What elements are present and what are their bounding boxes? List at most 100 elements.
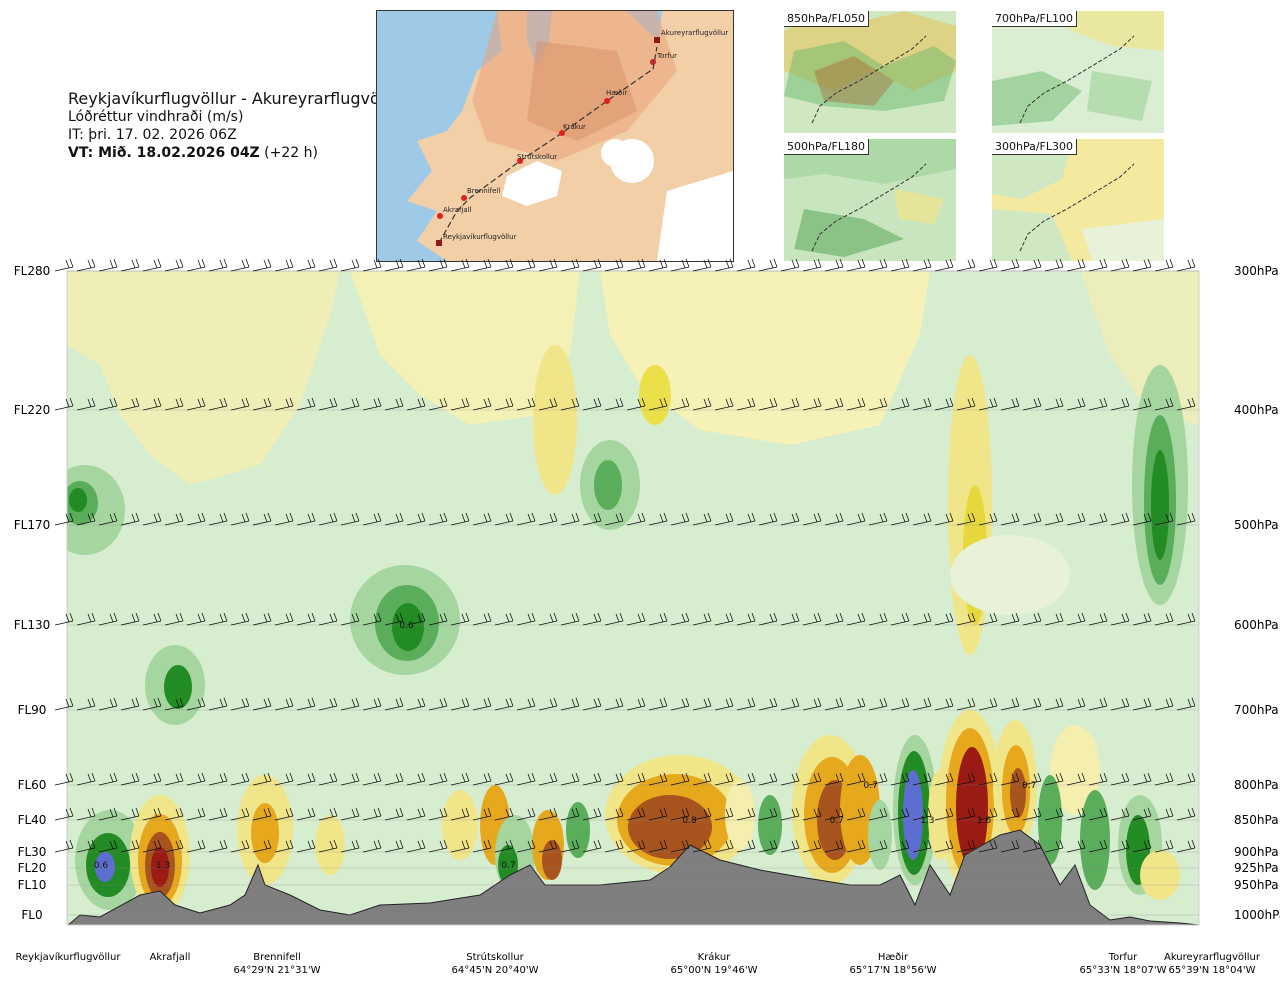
map-label-strutskollur: Strútskollur xyxy=(517,153,557,161)
wind-barb xyxy=(98,612,118,626)
wind-barb xyxy=(274,612,294,626)
wind-barb xyxy=(802,839,822,853)
wind-barb xyxy=(186,258,206,272)
wind-barb xyxy=(1154,258,1174,272)
wind-barb xyxy=(1022,772,1042,786)
map-label-akrafjall: Akrafjall xyxy=(443,206,472,214)
wind-barb xyxy=(54,807,74,821)
wind-barb xyxy=(1176,697,1196,711)
fl-tick-label: FL220 xyxy=(14,403,51,417)
thumbnail-700hpa[interactable]: 700hPa/FL100 xyxy=(992,11,1164,133)
wind-barb xyxy=(76,397,96,411)
wind-barb xyxy=(54,258,74,272)
wind-barb xyxy=(626,697,646,711)
wind-barb xyxy=(54,612,74,626)
hpa-tick-label: 500hPa xyxy=(1234,518,1279,532)
thumbnail-300hpa[interactable]: 300hPa/FL300 xyxy=(992,139,1164,261)
wind-barb xyxy=(934,612,954,626)
wind-barb xyxy=(560,612,580,626)
fl-tick-label: FL170 xyxy=(14,518,51,532)
wind-barb xyxy=(758,612,778,626)
waypoint-marker xyxy=(650,59,656,65)
value-annotation: 1.6 xyxy=(977,816,992,826)
wind-barb xyxy=(406,807,426,821)
wind-barb xyxy=(934,839,954,853)
route-map: Akureyrarflugvöllur Torfur Hæðir Krákur … xyxy=(376,10,734,262)
wind-barb xyxy=(450,258,470,272)
wind-barb xyxy=(318,807,338,821)
wind-barb xyxy=(494,512,514,526)
thumbnail-label: 700hPa/FL100 xyxy=(992,11,1078,27)
wind-barb xyxy=(846,258,866,272)
wind-barb xyxy=(648,258,668,272)
wind-barb xyxy=(384,397,404,411)
fl-tick-label: FL10 xyxy=(18,878,47,892)
wind-barb xyxy=(340,612,360,626)
wind-barb xyxy=(670,807,690,821)
wind-barb xyxy=(142,772,162,786)
wind-barb xyxy=(802,772,822,786)
wind-barb xyxy=(714,258,734,272)
location-name: Strútskollur xyxy=(466,951,524,963)
wind-barb xyxy=(1066,839,1086,853)
wind-barb xyxy=(560,512,580,526)
wind-barb xyxy=(472,397,492,411)
thumbnail-500hpa-map xyxy=(784,139,956,261)
location-name: Akureyrarflugvöllur xyxy=(1164,952,1261,963)
wind-barb xyxy=(472,258,492,272)
wind-barb xyxy=(516,612,536,626)
wind-barb xyxy=(340,697,360,711)
wind-barb xyxy=(604,697,624,711)
wind-barb xyxy=(428,772,448,786)
wind-barb xyxy=(956,839,976,853)
wind-barb xyxy=(846,397,866,411)
wind-barb xyxy=(208,397,228,411)
location-coord: 65°39'N 18°04'W xyxy=(1169,965,1256,976)
wind-barb xyxy=(494,807,514,821)
location-axis: Reykjavíkurflugvöllur Akrafjall Brennifell… xyxy=(16,951,1261,976)
waypoint-marker xyxy=(517,158,523,164)
wind-barb xyxy=(340,839,360,853)
wind-barb xyxy=(538,612,558,626)
wind-barb xyxy=(98,512,118,526)
wind-barb xyxy=(692,512,712,526)
wind-barb xyxy=(714,697,734,711)
map-label-brennifell: Brennifell xyxy=(467,187,500,195)
wind-barb xyxy=(494,612,514,626)
wind-barb xyxy=(956,512,976,526)
wind-barb xyxy=(98,697,118,711)
location-name: Hæðir xyxy=(878,952,909,963)
wind-barb xyxy=(604,612,624,626)
wind-barb xyxy=(318,397,338,411)
wind-barb xyxy=(1066,512,1086,526)
hpa-tick-label: 700hPa xyxy=(1234,703,1279,717)
wind-barb xyxy=(780,397,800,411)
thumbnail-500hpa[interactable]: 500hPa/FL180 xyxy=(784,139,956,261)
value-annotation: 0.7 xyxy=(830,816,844,826)
wind-barb xyxy=(582,612,602,626)
wind-barb xyxy=(758,397,778,411)
wind-barb xyxy=(1066,397,1086,411)
wind-barb xyxy=(1022,839,1042,853)
wind-barb xyxy=(670,612,690,626)
wind-barb xyxy=(890,772,910,786)
location-coord: 65°17'N 18°56'W xyxy=(850,965,937,976)
value-annotation: 0.6 xyxy=(94,861,109,871)
valid-time: VT: Mið. 18.02.2026 04Z (+22 h) xyxy=(68,144,405,162)
wind-barb xyxy=(1022,397,1042,411)
fl-tick-label: FL90 xyxy=(18,703,47,717)
wind-barb xyxy=(648,807,668,821)
wind-barb xyxy=(934,512,954,526)
wind-barb xyxy=(890,512,910,526)
wind-barb xyxy=(76,258,96,272)
wind-barb xyxy=(494,772,514,786)
wind-barb xyxy=(758,697,778,711)
wind-barb xyxy=(120,807,140,821)
wind-barb xyxy=(868,512,888,526)
wind-barb xyxy=(516,772,536,786)
wind-barb xyxy=(1110,772,1130,786)
wind-barb xyxy=(978,512,998,526)
thumbnail-850hpa[interactable]: 850hPa/FL050 xyxy=(784,11,956,133)
wind-barb xyxy=(758,258,778,272)
wind-barb xyxy=(1044,512,1064,526)
